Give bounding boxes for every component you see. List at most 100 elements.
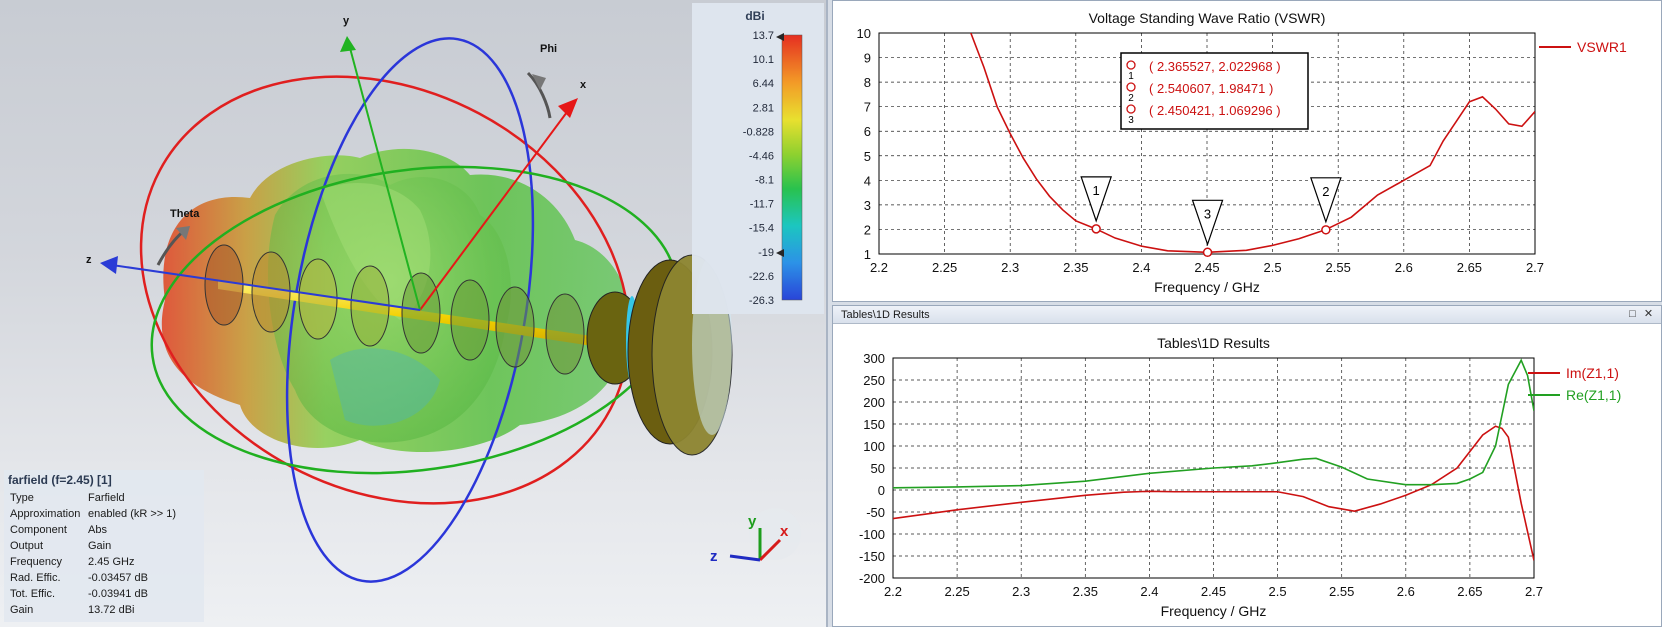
marker-table-id: 2 bbox=[1128, 93, 1134, 104]
y-axis-arrow bbox=[349, 47, 421, 311]
colorbar-tick-label: 13.7 bbox=[753, 30, 774, 42]
axis-label-z: z bbox=[86, 254, 92, 266]
y-tick-label: -150 bbox=[859, 549, 885, 564]
x-tick-label: 2.25 bbox=[944, 584, 969, 599]
axis-label-phi: Phi bbox=[540, 43, 557, 55]
y-tick-label: 5 bbox=[864, 149, 871, 164]
x-tick-label: 2.65 bbox=[1457, 584, 1482, 599]
vswr-plot-window[interactable]: Voltage Standing Wave Ratio (VSWR) 2.2 2.2… bbox=[832, 0, 1662, 302]
x-tick-label: 2.35 bbox=[1063, 260, 1088, 275]
y-tick-label: 1 bbox=[864, 247, 871, 262]
y-tick-label: 10 bbox=[857, 26, 871, 41]
colorbar-tick-label: -22.6 bbox=[749, 271, 774, 283]
info-row: Approximation enabled (kR >> 1) bbox=[4, 506, 204, 522]
triad-label-y: y bbox=[748, 513, 757, 530]
orientation-triad: y x z bbox=[710, 508, 801, 565]
marker-point[interactable] bbox=[1091, 224, 1101, 234]
x-tick-label: 2.5 bbox=[1264, 260, 1282, 275]
info-value: Farfield bbox=[88, 492, 125, 504]
x-tick-label: 2.4 bbox=[1132, 260, 1150, 275]
impedance-chart: Tables\1D Results 2.2 2.25 2.3 2.35 2.4 2.45 2.… bbox=[859, 335, 1621, 619]
marker-flag[interactable] bbox=[1310, 177, 1342, 224]
x-tick-label: 2.35 bbox=[1073, 584, 1098, 599]
series-line bbox=[893, 358, 1534, 489]
x-tick-label: 2.65 bbox=[1457, 260, 1482, 275]
info-value: 2.45 GHz bbox=[88, 556, 135, 568]
x-axis-label: Frequency / GHz bbox=[1161, 603, 1267, 619]
info-key: Approximation bbox=[10, 508, 81, 520]
triad-label-z: z bbox=[710, 548, 718, 565]
axis-label-y: y bbox=[343, 15, 350, 27]
x-tick-label: 2.4 bbox=[1140, 584, 1158, 599]
results-plot-window[interactable]: Tables\1D Results □ ✕ Tables\1D Results 2… bbox=[832, 305, 1662, 627]
x-tick-label: 2.3 bbox=[1001, 260, 1019, 275]
y-tick-label: 2 bbox=[864, 222, 871, 237]
info-key: Output bbox=[10, 540, 44, 552]
info-value: -0.03941 dB bbox=[88, 588, 148, 600]
info-row: Tot. Effic. -0.03941 dB bbox=[4, 586, 204, 602]
y-tick-label: 50 bbox=[871, 461, 885, 476]
series-line bbox=[970, 33, 1535, 254]
x-tick-label: 2.45 bbox=[1194, 260, 1219, 275]
info-value: 13.72 dBi bbox=[88, 604, 135, 616]
x-tick-label: 2.2 bbox=[884, 584, 902, 599]
x-axis-label: Frequency / GHz bbox=[1154, 279, 1260, 295]
chart-title: Tables\1D Results bbox=[1157, 335, 1270, 351]
colorbar-tick-label: 6.44 bbox=[753, 78, 774, 90]
close-icon[interactable]: ✕ bbox=[1643, 308, 1654, 320]
vswr-chart: Voltage Standing Wave Ratio (VSWR) 2.2 2.2… bbox=[857, 10, 1627, 295]
info-value: Abs bbox=[88, 524, 107, 536]
marker-flag-label: 3 bbox=[1204, 206, 1211, 221]
colorbar-tick-label: -19 bbox=[758, 247, 774, 259]
marker-table-id: 3 bbox=[1128, 115, 1134, 126]
legend-entry: Re(Z1,1) bbox=[1566, 387, 1621, 403]
z-axis-arrow bbox=[111, 264, 421, 311]
x-tick-label: 2.6 bbox=[1397, 584, 1415, 599]
colorbar-tick-label: -0.828 bbox=[743, 126, 774, 138]
y-tick-label: 6 bbox=[864, 124, 871, 139]
series-line bbox=[893, 425, 1534, 561]
y-tick-label: 150 bbox=[863, 417, 885, 432]
info-value: -0.03457 dB bbox=[88, 572, 148, 584]
farfield-3d-view[interactable]: x y z Phi Theta y x z bbox=[0, 0, 828, 627]
info-row: Type Farfield bbox=[4, 490, 204, 506]
marker-table-icon bbox=[1126, 104, 1136, 114]
colorbar-svg: dBi 13.7 10.1 6.44 2.81 -0.828 -4.46 -8.1 -11.7… bbox=[743, 9, 803, 307]
info-key: Tot. Effic. bbox=[10, 588, 56, 600]
info-row: Component Abs bbox=[4, 522, 204, 538]
x-tick-label: 2.7 bbox=[1525, 584, 1543, 599]
maximize-icon[interactable]: □ bbox=[1629, 308, 1636, 320]
info-row: Gain 13.72 dBi bbox=[4, 602, 204, 618]
x-tick-label: 2.45 bbox=[1201, 584, 1226, 599]
y-tick-label: 250 bbox=[863, 373, 885, 388]
x-tick-label: 2.6 bbox=[1395, 260, 1413, 275]
marker-flag[interactable] bbox=[1191, 199, 1224, 247]
marker-point[interactable] bbox=[1202, 247, 1213, 258]
colorbar-tick-label: -11.7 bbox=[750, 199, 774, 211]
x-tick-label: 2.7 bbox=[1526, 260, 1544, 275]
y-tick-label: -200 bbox=[859, 571, 885, 586]
y-tick-label: 4 bbox=[864, 173, 871, 188]
marker-flag[interactable] bbox=[1080, 176, 1113, 223]
y-tick-label: 0 bbox=[878, 483, 885, 498]
axis-label-theta: Theta bbox=[170, 208, 200, 220]
plot-frame bbox=[892, 357, 1535, 579]
axis-label-x: x bbox=[580, 79, 587, 91]
info-key: Gain bbox=[10, 604, 34, 616]
window-title: Tables\1D Results bbox=[841, 309, 930, 321]
marker-point[interactable] bbox=[1321, 225, 1331, 235]
x-axis-arrow bbox=[419, 107, 571, 311]
colorbar-tick-label: -4.46 bbox=[749, 150, 774, 162]
y-tick-label: 9 bbox=[864, 51, 871, 66]
farfield-info-box: farfield (f=2.45) [1] Type Farfield Approx… bbox=[4, 470, 204, 622]
info-key: Rad. Effic. bbox=[10, 572, 61, 584]
y-tick-label: 7 bbox=[864, 100, 871, 115]
director-elements bbox=[204, 244, 585, 375]
marker-table-value: ( 2.365527, 2.022968 ) bbox=[1149, 59, 1281, 74]
info-row: Frequency 2.45 GHz bbox=[4, 554, 204, 570]
legend-entry: VSWR1 bbox=[1577, 39, 1627, 55]
y-tick-label: 100 bbox=[863, 439, 885, 454]
info-value: Gain bbox=[88, 540, 112, 552]
x-tick-label: 2.2 bbox=[870, 260, 888, 275]
marker-flag-label: 1 bbox=[1093, 183, 1100, 198]
